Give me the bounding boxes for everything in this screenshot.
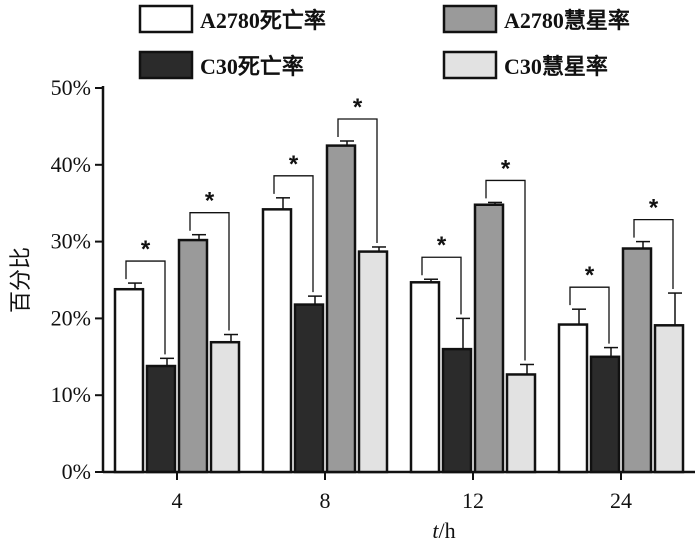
legend-swatch bbox=[138, 50, 194, 80]
significance-bracket bbox=[337, 118, 378, 243]
x-tick-label: 4 bbox=[172, 488, 183, 513]
x-axis-title: t/h bbox=[432, 518, 455, 543]
legend-swatch bbox=[442, 50, 498, 80]
bar bbox=[145, 364, 177, 474]
significance-star: * bbox=[353, 94, 363, 121]
bar bbox=[473, 203, 505, 474]
legend-label: C30慧星率 bbox=[504, 54, 608, 79]
bar bbox=[557, 323, 589, 474]
bar bbox=[293, 303, 325, 474]
bar bbox=[325, 144, 357, 474]
bar bbox=[261, 208, 293, 474]
significance-bracket bbox=[633, 218, 674, 290]
significance-bracket bbox=[125, 260, 166, 355]
significance-bracket bbox=[485, 179, 526, 361]
significance-star: * bbox=[501, 155, 511, 182]
y-tick-label: 50% bbox=[51, 75, 91, 100]
x-tick-label: 12 bbox=[462, 488, 484, 513]
y-tick-label: 30% bbox=[51, 229, 91, 254]
bar bbox=[209, 340, 241, 474]
x-axis-title-italic: t bbox=[432, 518, 439, 543]
legend-swatch bbox=[138, 4, 194, 34]
significance-star: * bbox=[205, 188, 215, 215]
significance-bracket bbox=[273, 175, 314, 293]
y-tick-label: 40% bbox=[51, 152, 91, 177]
legend-label: C30死亡率 bbox=[200, 54, 304, 79]
significance-bracket bbox=[421, 256, 462, 315]
bar bbox=[113, 287, 145, 474]
bar bbox=[409, 281, 441, 474]
x-axis-title-unit: /h bbox=[439, 518, 456, 543]
bar bbox=[177, 238, 209, 474]
legend-swatch bbox=[442, 4, 498, 34]
y-axis-title: 百分比 bbox=[8, 247, 33, 313]
bar bbox=[357, 250, 389, 474]
bar bbox=[441, 347, 473, 474]
significance-bracket bbox=[569, 286, 610, 344]
x-tick-label: 24 bbox=[610, 488, 632, 513]
legend-label: A2780死亡率 bbox=[200, 8, 326, 33]
y-tick-label: 10% bbox=[51, 382, 91, 407]
bar bbox=[505, 373, 537, 474]
bar bbox=[589, 355, 621, 474]
legend-label: A2780慧星率 bbox=[504, 8, 630, 33]
bar bbox=[653, 324, 685, 474]
significance-star: * bbox=[437, 232, 447, 259]
x-tick-label: 8 bbox=[320, 488, 331, 513]
bar bbox=[621, 247, 653, 474]
significance-star: * bbox=[141, 236, 151, 263]
significance-bracket bbox=[189, 212, 230, 331]
y-tick-label: 20% bbox=[51, 305, 91, 330]
significance-star: * bbox=[585, 262, 595, 289]
significance-star: * bbox=[649, 195, 659, 222]
y-tick-label: 0% bbox=[62, 459, 91, 484]
significance-star: * bbox=[289, 151, 299, 178]
